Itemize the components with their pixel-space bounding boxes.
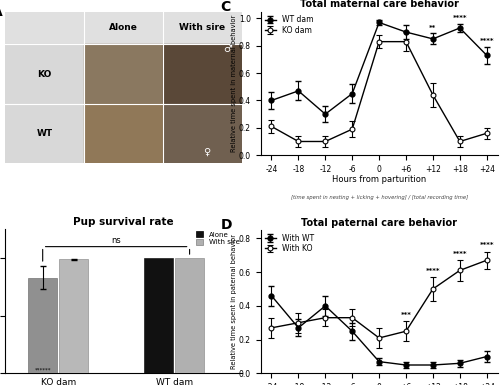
Bar xyxy=(5,12,242,44)
Text: ****: **** xyxy=(480,38,494,44)
Text: ♂: ♂ xyxy=(223,44,232,54)
Text: ♀: ♀ xyxy=(202,147,210,157)
Y-axis label: Relative time spent in maternal behavior: Relative time spent in maternal behavior xyxy=(232,15,237,152)
Text: A: A xyxy=(0,5,2,20)
Text: ***: *** xyxy=(400,312,411,318)
Text: ****: **** xyxy=(426,268,440,274)
Title: Total paternal care behavior: Total paternal care behavior xyxy=(301,218,457,228)
Bar xyxy=(163,104,242,163)
Bar xyxy=(175,258,204,373)
Bar xyxy=(163,44,242,104)
Text: ****: **** xyxy=(480,243,494,248)
Text: ******: ****** xyxy=(34,367,51,372)
Text: C: C xyxy=(220,0,230,14)
Text: KO: KO xyxy=(38,70,52,79)
Bar xyxy=(59,259,88,373)
Bar xyxy=(28,278,57,373)
Text: [time spent in nesting + licking + hovering] / [total recording time]: [time spent in nesting + licking + hover… xyxy=(290,195,468,200)
Text: ****: **** xyxy=(452,15,467,21)
Text: D: D xyxy=(220,218,232,233)
Text: ns: ns xyxy=(112,236,121,246)
Bar xyxy=(144,258,173,373)
Legend: Alone, With sire: Alone, With sire xyxy=(196,231,240,245)
Y-axis label: Relative time spent in paternal behavior: Relative time spent in paternal behavior xyxy=(232,234,237,369)
Text: Alone: Alone xyxy=(109,23,138,32)
Title: Total maternal care behavior: Total maternal care behavior xyxy=(300,0,458,9)
Text: ****: **** xyxy=(452,251,467,257)
Legend: With WT, With KO: With WT, With KO xyxy=(264,234,314,253)
Title: Pup survival rate: Pup survival rate xyxy=(73,217,174,227)
Text: With sire: With sire xyxy=(180,23,226,32)
X-axis label: Hours from parturition: Hours from parturition xyxy=(332,175,426,184)
Legend: WT dam, KO dam: WT dam, KO dam xyxy=(264,15,314,35)
Bar xyxy=(84,44,163,104)
Text: WT: WT xyxy=(36,129,52,137)
Bar xyxy=(5,44,84,163)
Bar xyxy=(84,104,163,163)
Text: **: ** xyxy=(430,25,436,31)
